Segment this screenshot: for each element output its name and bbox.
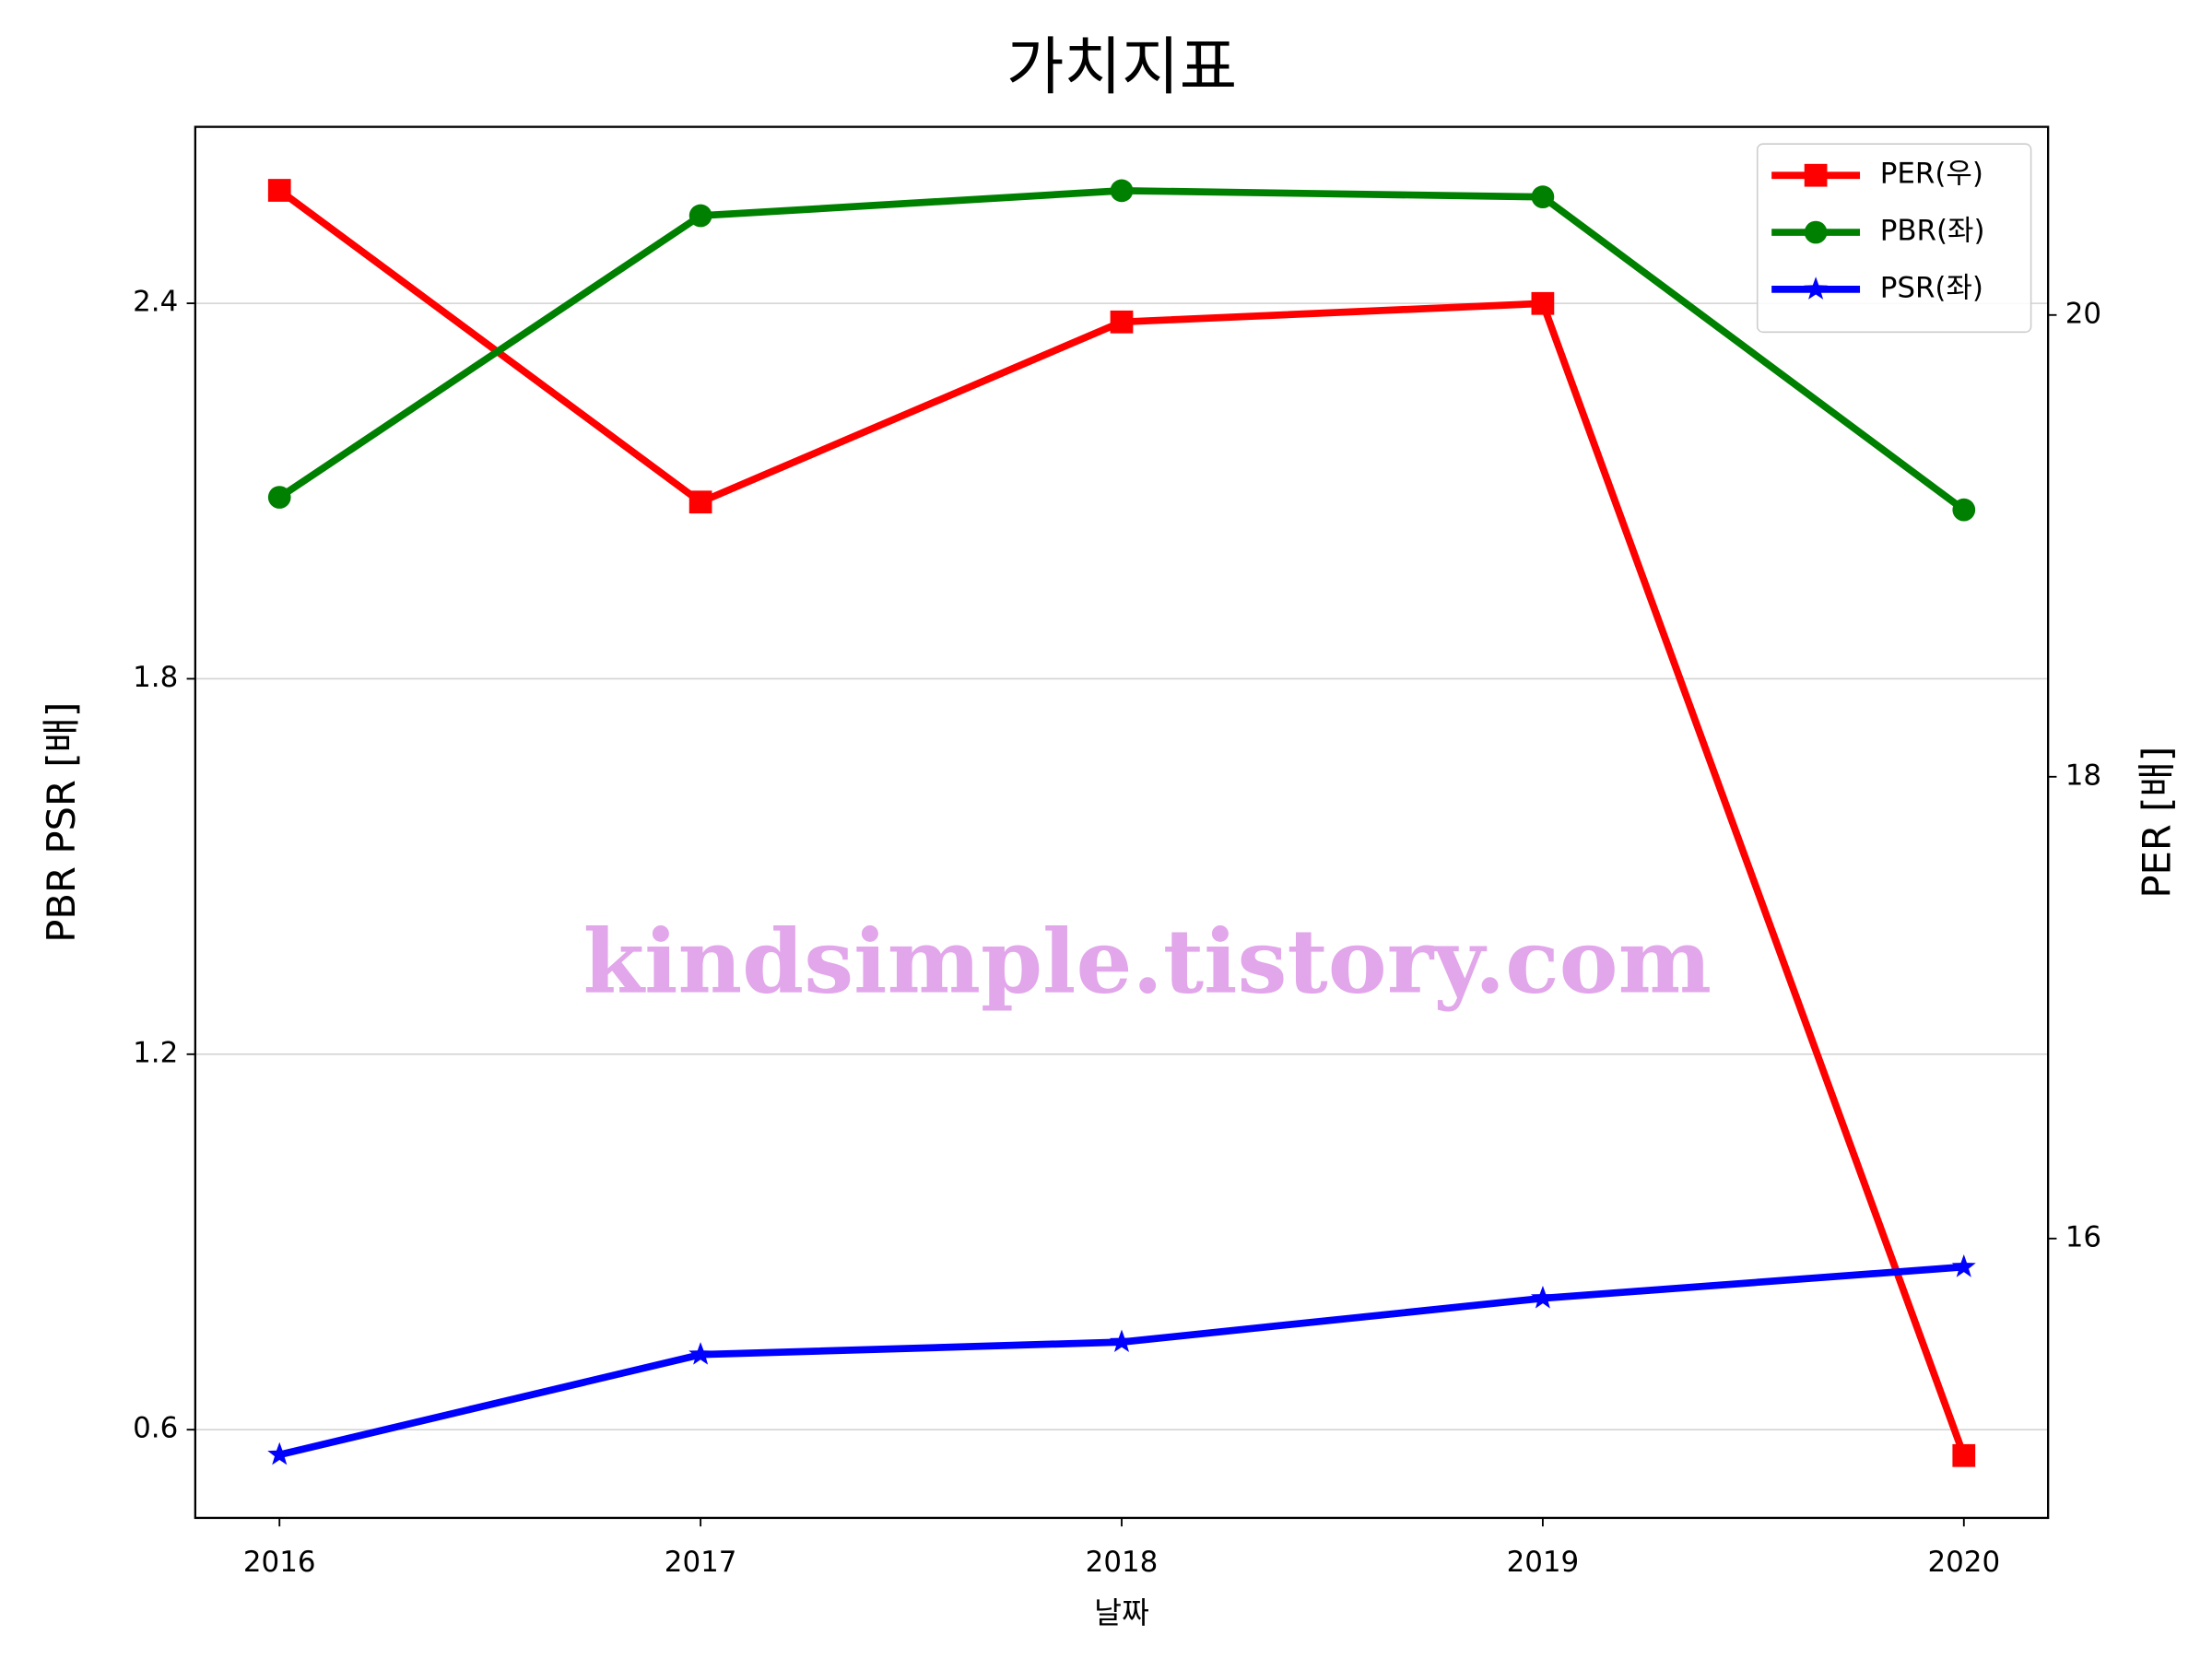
marker [688,490,712,514]
y2-tick-label: 16 [2065,1220,2101,1253]
legend-marker [1804,276,1829,300]
legend-frame [1756,143,2032,334]
marker [1531,185,1555,209]
legend-label: PSR(좌) [1880,271,1983,304]
y-tick-label: 1.2 [133,1036,178,1069]
marker [1952,1443,1976,1467]
y-tick-label: 2.4 [133,286,178,319]
y-tick-label: 1.8 [133,661,178,694]
marker [1110,310,1134,334]
marker [688,1342,713,1365]
y-axis-label: PBR PSR [배] [39,702,84,943]
marker [267,486,291,509]
x-tick-label: 2016 [243,1546,316,1579]
x-tick-label: 2017 [665,1546,737,1579]
legend-label: PBR(좌) [1880,215,1985,248]
legend-marker [1804,220,1828,244]
x-tick-label: 2018 [1086,1546,1159,1579]
x-axis-label: 날짜 [1094,1595,1149,1630]
y-tick-label: 0.6 [133,1412,178,1445]
marker [1530,1286,1555,1309]
y2-axis-label: PER [배] [2134,747,2179,899]
legend-marker [1804,163,1828,187]
x-tick-label: 2020 [1927,1546,2000,1579]
marker [688,204,712,228]
marker [1110,179,1134,203]
marker [267,1441,292,1465]
legend: PER(우) PBR(좌) PSR(좌) [1756,143,2032,334]
marker [267,179,291,202]
marker [1110,1329,1134,1353]
legend-label: PER(우) [1880,158,1983,191]
x-tick-label: 2019 [1507,1546,1580,1579]
marker [1952,498,1976,522]
plot-frame [194,125,2050,1520]
chart-title: 가치지표 [1006,31,1237,104]
marker [1531,291,1555,315]
y2-tick-label: 18 [2065,759,2101,792]
marker [1951,1253,1976,1277]
y2-tick-label: 20 [2065,297,2101,330]
watermark: kindsimple.tistory.com [583,909,1712,1013]
